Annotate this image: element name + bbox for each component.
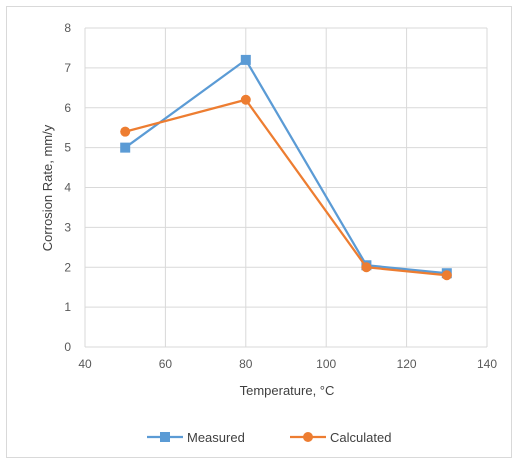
series-layer (120, 54, 452, 281)
data-point (240, 54, 251, 65)
series-line (124, 98, 447, 277)
y-axis-title: Corrosion Rate, mm/y (40, 124, 55, 251)
y-tick-label: 5 (64, 141, 71, 155)
x-tick-label: 40 (78, 357, 92, 371)
x-tick-label: 140 (477, 357, 497, 371)
data-point (361, 262, 372, 273)
x-tick-labels: 40 60 80 100 120 140 (78, 357, 497, 371)
legend: Measured Calculated (147, 430, 391, 445)
y-tick-label: 2 (64, 260, 71, 274)
y-tick-labels: 0 1 2 3 4 5 6 7 8 (64, 21, 71, 354)
data-point (120, 126, 131, 137)
data-point (120, 142, 131, 153)
y-tick-label: 4 (64, 181, 71, 195)
x-tick-label: 80 (239, 357, 253, 371)
y-tick-label: 7 (64, 61, 71, 75)
grid-lines (84, 27, 488, 348)
y-tick-label: 3 (64, 220, 71, 234)
legend-item-calculated: Calculated (290, 430, 391, 445)
y-tick-label: 8 (64, 21, 71, 35)
legend-label: Calculated (330, 430, 391, 445)
x-tick-label: 60 (159, 357, 173, 371)
y-tick-label: 6 (64, 101, 71, 115)
series-calculated (120, 94, 452, 281)
x-tick-label: 100 (316, 357, 336, 371)
legend-marker (160, 432, 170, 442)
y-tick-label: 0 (64, 340, 71, 354)
x-tick-label: 120 (397, 357, 417, 371)
series-line (124, 58, 447, 275)
x-axis-title: Temperature, °C (240, 383, 335, 398)
legend-label: Measured (187, 430, 245, 445)
y-tick-label: 1 (64, 300, 71, 314)
data-point (441, 270, 452, 281)
legend-item-measured: Measured (147, 430, 245, 445)
data-point (240, 94, 251, 105)
series-measured (120, 54, 452, 279)
legend-marker (303, 432, 313, 442)
